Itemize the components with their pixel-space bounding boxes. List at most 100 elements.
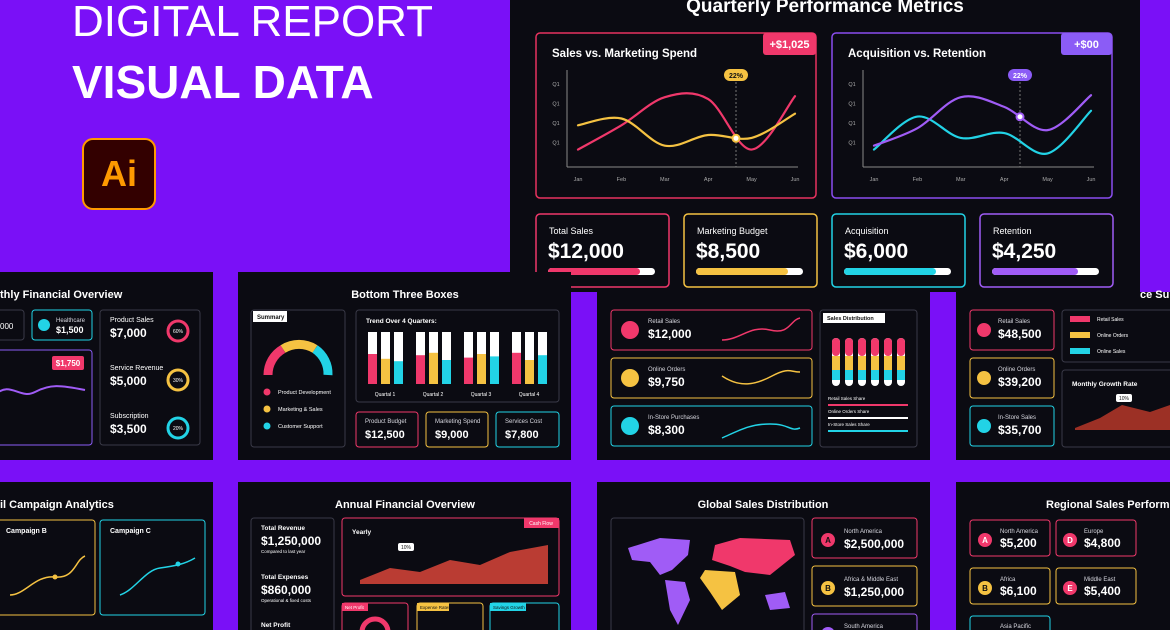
value: $12,500 xyxy=(365,429,405,441)
label: Retail Sales xyxy=(648,319,680,325)
value: $8,300 xyxy=(648,423,685,437)
thumb-title: Regional Sales Perform xyxy=(1046,499,1170,511)
tag-text: Expense Rates xyxy=(420,605,451,610)
legend-text: Customer Support xyxy=(278,424,323,430)
value: $860,000 xyxy=(261,583,311,597)
chart-box xyxy=(0,349,93,446)
value: $5,400 xyxy=(1084,584,1121,598)
kpi-label: Acquisition xyxy=(845,226,889,236)
bar-line xyxy=(828,404,908,406)
row-card xyxy=(969,615,1051,630)
hero-title: DIGITAL REPORT xyxy=(72,0,433,46)
icon xyxy=(977,419,991,433)
arc xyxy=(312,345,333,376)
value: $35,700 xyxy=(998,423,1042,437)
icon-text: B xyxy=(982,584,988,593)
note: Operational & fixed costs xyxy=(261,598,312,603)
icon-text: E xyxy=(1067,584,1073,593)
thumb-title: Global Sales Distribution xyxy=(698,499,829,511)
badge xyxy=(1061,33,1112,55)
box-title: Monthly Growth Rate xyxy=(1072,381,1138,388)
x-tick-label: Jun xyxy=(1087,177,1096,183)
progress-fill xyxy=(696,268,788,275)
value: $3,500 xyxy=(110,422,147,436)
thumb-title: il Campaign Analytics xyxy=(0,499,114,511)
continent xyxy=(628,538,690,575)
label: Online Orders xyxy=(1097,333,1129,339)
label: North America xyxy=(844,529,883,535)
kpi-card xyxy=(979,213,1114,288)
tag xyxy=(253,311,287,322)
pill xyxy=(845,338,853,356)
row-card xyxy=(811,517,918,559)
label: Service Revenue xyxy=(110,365,163,372)
value: $1,250,000 xyxy=(261,534,321,548)
label: Online Orders xyxy=(648,367,685,373)
chart-title: Sales vs. Marketing Spend xyxy=(552,48,697,60)
box xyxy=(416,602,484,630)
badge xyxy=(52,356,84,370)
series-line xyxy=(872,109,1093,155)
pill xyxy=(897,356,905,370)
main-charts: +$1,025 Sales vs. Marketing Spend Jan Feb Ma… xyxy=(535,32,1113,199)
bar xyxy=(368,354,377,384)
tag-text: Summary xyxy=(257,315,285,321)
value: $9,750 xyxy=(648,375,685,389)
bar xyxy=(394,361,403,384)
x-tick-label: Apr xyxy=(1000,177,1009,183)
series-line xyxy=(576,112,797,148)
bar-track xyxy=(381,332,390,384)
icon xyxy=(822,627,834,630)
kpi-row: Total Sales $12,000 Marketing Budget $8,500… xyxy=(535,213,1114,288)
mini-line xyxy=(119,557,196,596)
tag-text: Net Profit xyxy=(345,605,365,610)
box xyxy=(819,309,918,448)
bar-line xyxy=(828,430,908,432)
ai-logo xyxy=(82,138,156,210)
pill xyxy=(871,338,879,356)
thumb-title: Bottom Three Boxes xyxy=(351,289,459,301)
x-tick-label: Feb xyxy=(617,177,626,183)
label: Total Revenue xyxy=(261,525,305,532)
mini-line xyxy=(721,423,801,439)
y-tick-label: Q1 xyxy=(848,82,855,88)
arc xyxy=(263,345,286,376)
badge xyxy=(763,33,816,55)
arc xyxy=(359,616,391,630)
main-title: Quarterly Performance Metrics xyxy=(686,0,964,17)
value: $12,000 xyxy=(648,327,692,341)
thumb-card xyxy=(956,292,1170,460)
badge xyxy=(398,543,414,551)
dot xyxy=(175,561,181,567)
row-card xyxy=(610,309,813,351)
icon-text: B xyxy=(825,584,831,593)
ring-text: 30% xyxy=(173,378,184,384)
bar xyxy=(381,358,390,384)
list-box xyxy=(99,309,201,446)
kpi-card xyxy=(683,213,818,288)
pill xyxy=(871,370,879,380)
icon xyxy=(621,369,639,387)
value: $1,250,000 xyxy=(844,585,904,599)
kpi-card xyxy=(831,213,966,288)
hero-subtitle: VISUAL DATA xyxy=(72,56,374,108)
label: Total Expenses xyxy=(261,574,309,581)
kpi-value: $4,250 xyxy=(992,240,1056,263)
box xyxy=(495,411,560,448)
row-card xyxy=(610,357,813,399)
tag xyxy=(524,518,559,528)
axis-label: Quartal 4 xyxy=(519,392,540,398)
area xyxy=(1075,405,1170,430)
label: Africa & Middle East xyxy=(844,577,898,583)
kpi-value: $6,000 xyxy=(844,240,908,263)
ring xyxy=(166,368,190,392)
pill xyxy=(884,356,892,370)
value: $6,100 xyxy=(1000,584,1037,598)
label: Retail Sales xyxy=(1097,317,1124,323)
kpi-value: $12,000 xyxy=(548,240,624,263)
legend-dot xyxy=(263,388,271,396)
continent xyxy=(700,570,740,610)
thumb-card xyxy=(0,272,213,460)
